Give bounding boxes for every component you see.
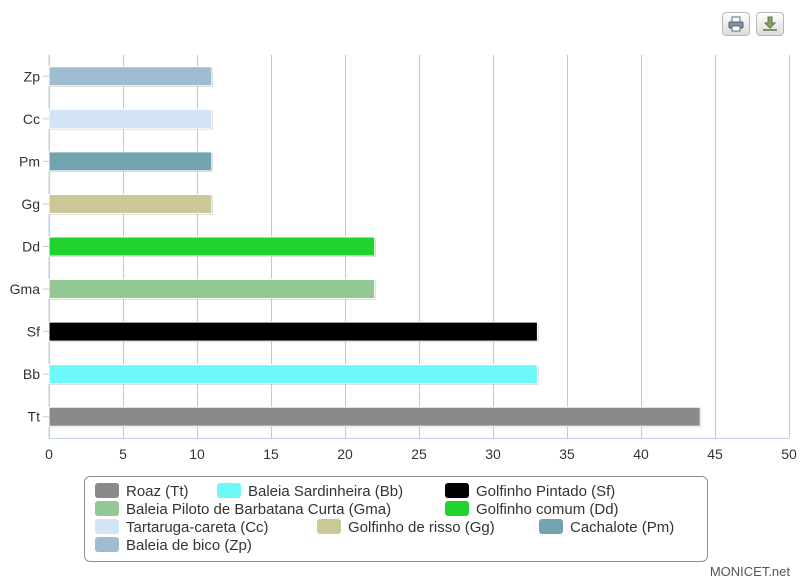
bar-zp [49, 67, 212, 86]
y-tick-label: Dd [22, 239, 40, 255]
legend-swatch [95, 519, 119, 534]
y-tick-label: Tt [28, 409, 41, 425]
x-tick-label: 25 [411, 446, 427, 462]
legend-swatch [317, 519, 341, 534]
legend-item[interactable]: Baleia de bico (Zp) [95, 537, 252, 555]
legend-swatch [95, 537, 119, 552]
legend-label: Roaz (Tt) [126, 483, 189, 500]
print-button[interactable] [722, 12, 750, 36]
legend-label: Baleia Sardinheira (Bb) [248, 483, 403, 500]
legend-label: Golfinho de risso (Gg) [348, 519, 495, 536]
download-icon [762, 16, 778, 32]
x-tick-label: 35 [559, 446, 575, 462]
credit-text[interactable]: MONICET.net [710, 564, 790, 579]
bar-pm [49, 152, 212, 171]
x-tick-label: 20 [337, 446, 353, 462]
y-tick-label: Gg [21, 196, 40, 212]
legend-label: Baleia de bico (Zp) [126, 537, 252, 554]
bar-tt [49, 407, 700, 426]
legend-label: Baleia Piloto de Barbatana Curta (Gma) [126, 501, 391, 518]
x-tick-label: 50 [781, 446, 797, 462]
y-tick-label: Pm [19, 153, 40, 169]
y-tick-label: Zp [24, 68, 41, 84]
bar-dd [49, 237, 375, 256]
x-tick-label: 30 [485, 446, 501, 462]
legend-swatch [95, 483, 119, 498]
printer-icon [728, 16, 744, 32]
y-tick-label: Sf [27, 324, 40, 340]
legend-item[interactable]: Tartaruga-careta (Cc) [95, 519, 269, 537]
legend-item[interactable]: Roaz (Tt) [95, 483, 189, 501]
bar-bb [49, 365, 537, 384]
x-tick-label: 15 [263, 446, 279, 462]
x-tick-label: 40 [633, 446, 649, 462]
legend-swatch [539, 519, 563, 534]
legend-item[interactable]: Baleia Piloto de Barbatana Curta (Gma) [95, 501, 391, 519]
bar-gma [49, 280, 375, 299]
legend-label: Tartaruga-careta (Cc) [126, 519, 269, 536]
legend-swatch [95, 501, 119, 516]
legend-swatch [445, 501, 469, 516]
y-tick-label: Gma [10, 281, 41, 297]
x-tick-label: 0 [45, 446, 53, 462]
legend-swatch [217, 483, 241, 498]
bar-gg [49, 194, 212, 213]
legend-item[interactable]: Golfinho comum (Dd) [445, 501, 619, 519]
legend-item[interactable]: Cachalote (Pm) [539, 519, 674, 537]
bar-sf [49, 322, 537, 341]
legend-label: Golfinho Pintado (Sf) [476, 483, 615, 500]
legend-swatch [445, 483, 469, 498]
legend-item[interactable]: Golfinho Pintado (Sf) [445, 483, 615, 501]
y-tick-label: Cc [23, 111, 40, 127]
legend-label: Golfinho comum (Dd) [476, 501, 619, 518]
x-tick-label: 10 [189, 446, 205, 462]
chart-legend: Roaz (Tt) Baleia Sardinheira (Bb) Golfinho… [84, 476, 708, 562]
bar-cc [49, 109, 212, 128]
y-tick-label: Bb [23, 366, 40, 382]
legend-label: Cachalote (Pm) [570, 519, 674, 536]
x-tick-label: 5 [119, 446, 127, 462]
x-tick-label: 45 [707, 446, 723, 462]
legend-item[interactable]: Golfinho de risso (Gg) [317, 519, 495, 537]
legend-item[interactable]: Baleia Sardinheira (Bb) [217, 483, 403, 501]
download-button[interactable] [756, 12, 784, 36]
